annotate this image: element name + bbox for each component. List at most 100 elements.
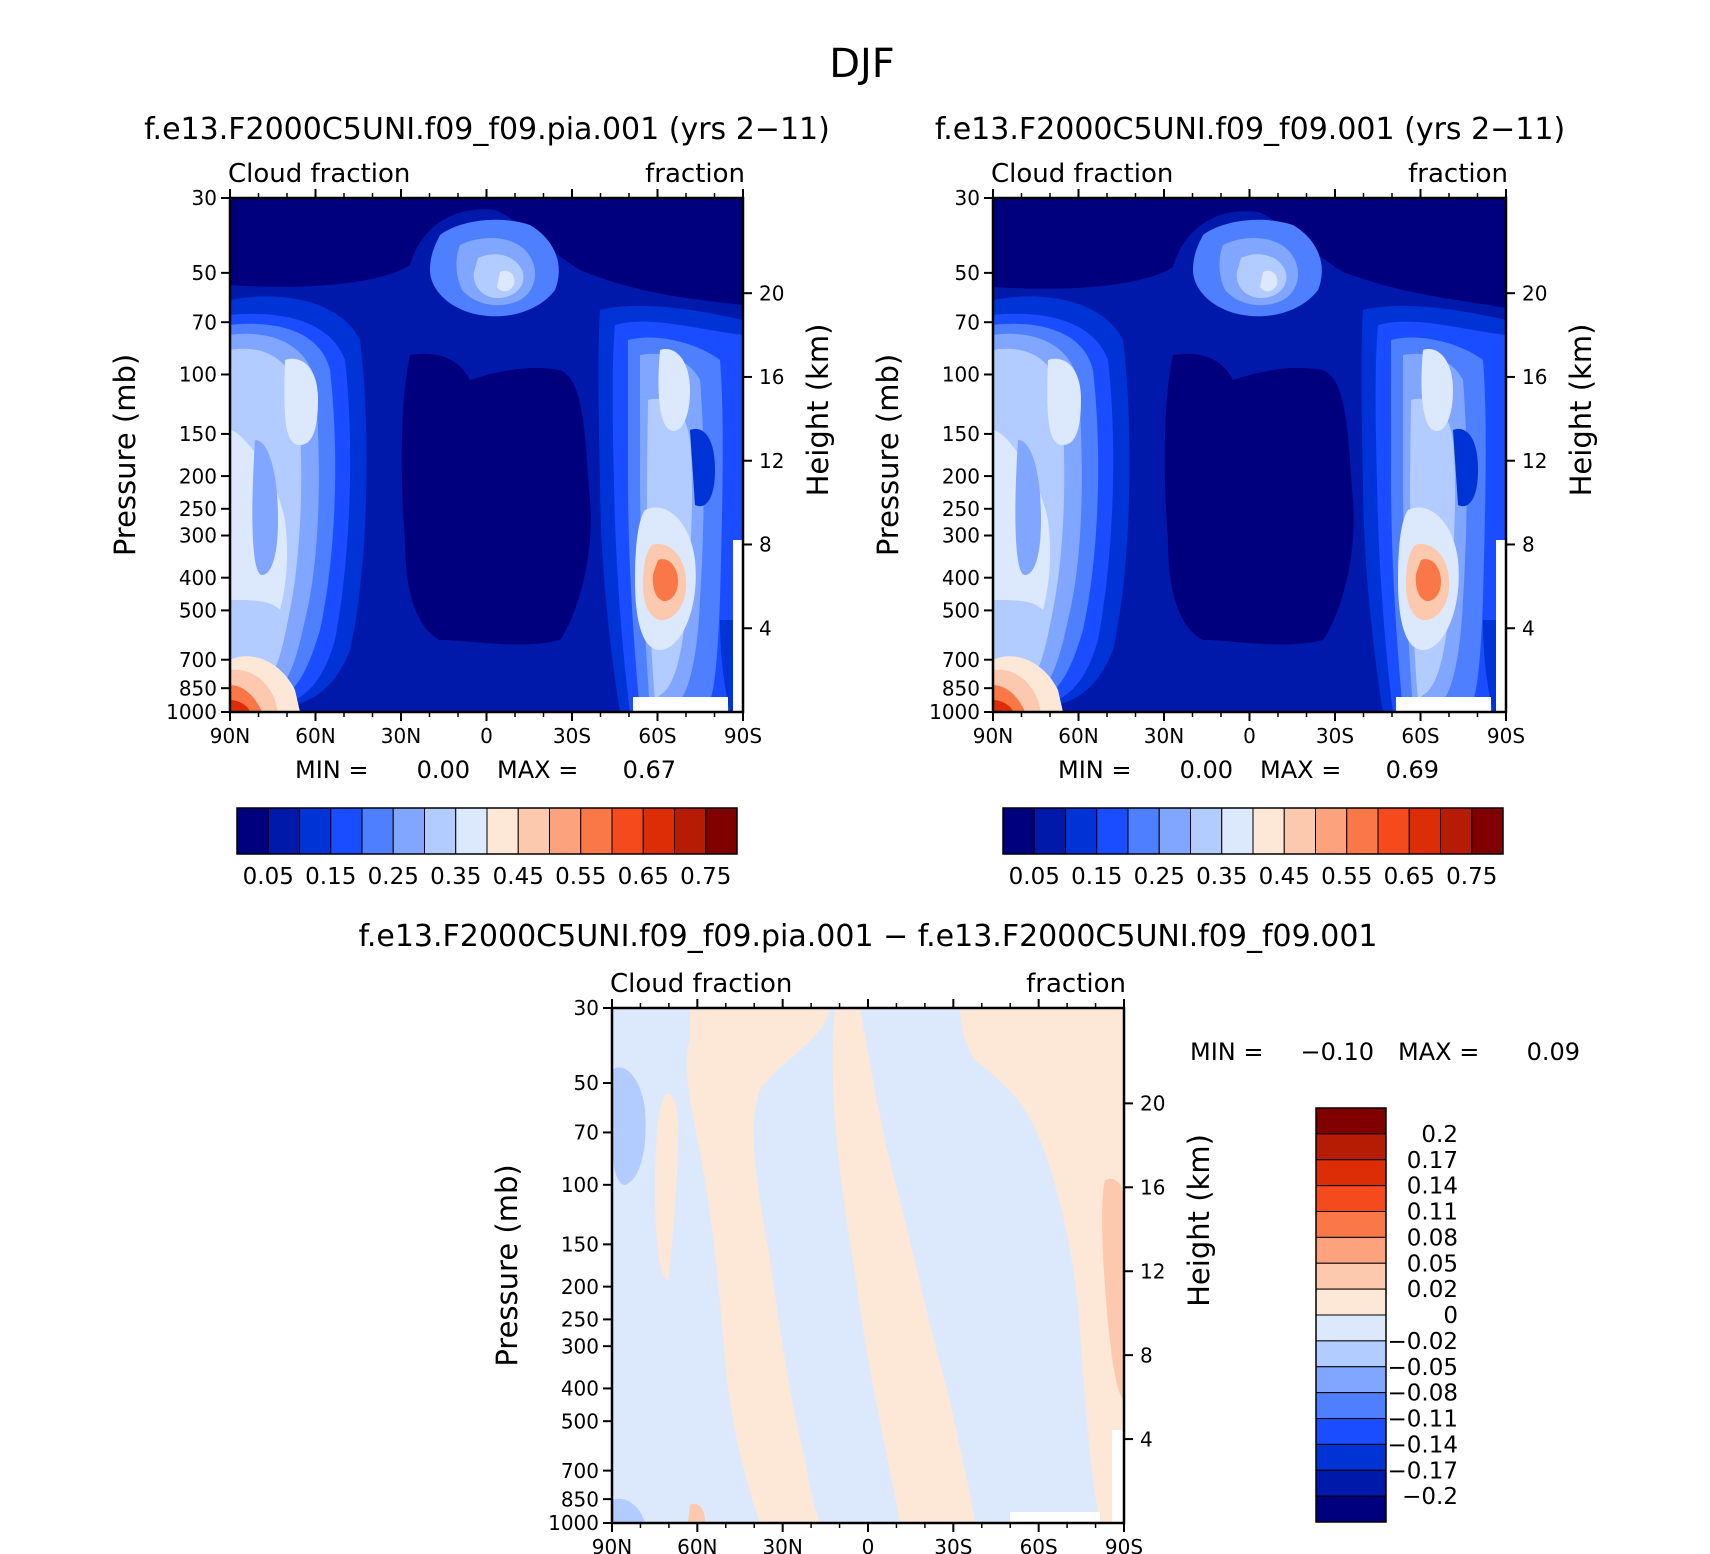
x-tick-label: 30S (1316, 724, 1354, 748)
colorbar-label: 0.05 (243, 864, 294, 890)
y-tick-label: 250 (179, 497, 217, 521)
x-tick-label: 30N (381, 724, 421, 748)
panel-model-control: f.e13.F2000C5UNI.f09_f09.001 (yrs 2−11) … (871, 112, 1598, 890)
y-tick-label: 200 (179, 464, 217, 488)
panel-b-max-value: 0.69 (1386, 756, 1439, 784)
y-right-tick-label: 12 (759, 449, 784, 473)
y-tick-label: 200 (942, 464, 980, 488)
y-tick-label: 100 (942, 363, 980, 387)
y-tick-label: 850 (561, 1487, 599, 1511)
panel-a-axes: 90N 60N 30N 0 30S 60S 90S 30 50 70 100 150 200 250 300… (108, 186, 835, 748)
colorbar-label: 0.45 (1259, 864, 1310, 890)
panel-b-max-label: MAX = (1260, 756, 1341, 784)
colorbar-box (705, 807, 738, 855)
panel-b-axes: 90N 60N 30N 0 30S 60S 90S 30 50 70 100 150 200 250 300… (871, 186, 1598, 748)
panel-c-min-value: −0.10 (1300, 1038, 1374, 1066)
colorbar-box (267, 807, 300, 855)
panel-c-max-value: 0.09 (1527, 1038, 1580, 1066)
y-tick-label: 150 (179, 422, 217, 446)
colorbar-label: −0.14 (1388, 1432, 1458, 1458)
x-tick-label: 0 (1243, 724, 1256, 748)
colorbar-outline (236, 807, 738, 855)
y-tick-label: 700 (561, 1459, 599, 1483)
panel-a-min-value: 0.00 (417, 756, 470, 784)
x-tick-label: 90N (210, 724, 250, 748)
figure-title: DJF (829, 41, 895, 87)
y-tick-label: 250 (942, 497, 980, 521)
x-tick-label: 60S (1020, 1535, 1058, 1554)
y-right-axis-title: Height (km) (1182, 1134, 1216, 1307)
colorbar-box (1315, 1288, 1387, 1316)
panel-a-colorbar: 0.05 0.15 0.25 0.35 0.45 0.55 0.65 0.75 (236, 807, 738, 890)
colorbar-box (1315, 1185, 1387, 1212)
colorbar-label: 0.14 (1407, 1174, 1458, 1200)
panel-c-title: f.e13.F2000C5UNI.f09_f09.pia.001 − f.e13… (358, 919, 1377, 954)
colorbar-box (549, 807, 582, 855)
colorbar-box (1471, 807, 1504, 855)
y-right-tick-label: 16 (1140, 1176, 1165, 1200)
colorbar-box (1315, 1443, 1387, 1471)
y-right-tick-label: 4 (1522, 616, 1535, 640)
colorbar-box (1315, 1107, 1387, 1135)
panel-b-min-value: 0.00 (1180, 756, 1233, 784)
y-tick-label: 30 (955, 186, 980, 210)
x-tick-label: 0 (480, 724, 493, 748)
x-tick-label: 0 (862, 1535, 875, 1554)
colorbar-box (1002, 807, 1035, 855)
panel-b-left-label: Cloud fraction (991, 159, 1173, 189)
y-tick-label: 30 (574, 996, 599, 1020)
colorbar-box (611, 807, 644, 855)
y-right-tick-label: 20 (1522, 281, 1547, 305)
y-right-tick-label: 16 (759, 365, 784, 389)
y-axis-title: Pressure (mb) (490, 1164, 524, 1366)
colorbar-box (424, 807, 457, 855)
y-tick-label: 1000 (929, 700, 980, 724)
panel-b-colorbar: 0.05 0.15 0.25 0.35 0.45 0.55 0.65 0.75 (1002, 807, 1504, 890)
colorbar-box (1315, 1366, 1387, 1394)
colorbar-box (486, 807, 519, 855)
colorbar-box (1158, 807, 1191, 855)
x-tick-label: 30S (553, 724, 591, 748)
panel-a-min-label: MIN = (295, 756, 368, 784)
colorbar-label: 0.65 (618, 864, 669, 890)
y-right-tick-label: 4 (759, 616, 772, 640)
x-tick-label: 90N (592, 1535, 632, 1554)
y-right-tick-label: 8 (1140, 1343, 1153, 1367)
colorbar-box (392, 807, 425, 855)
colorbar-label: 0.25 (368, 864, 419, 890)
x-tick-label: 90S (1105, 1535, 1143, 1554)
colorbar-box (1315, 1133, 1387, 1161)
colorbar-box (642, 807, 675, 855)
x-tick-label: 60N (1058, 724, 1098, 748)
colorbar-box (1096, 807, 1129, 855)
y-tick-label: 850 (942, 676, 980, 700)
colorbar-label: −0.17 (1388, 1458, 1458, 1484)
y-right-tick-label: 20 (759, 281, 784, 305)
y-tick-label: 300 (179, 524, 217, 548)
panel-a-title: f.e13.F2000C5UNI.f09_f09.pia.001 (yrs 2−… (144, 112, 830, 147)
x-tick-label: 60N (677, 1535, 717, 1554)
colorbar-outline (1315, 1107, 1387, 1523)
colorbar-box (1315, 1211, 1387, 1238)
y-tick-label: 400 (179, 566, 217, 590)
colorbar-label: 0.35 (430, 864, 481, 890)
colorbar-box (1065, 807, 1098, 855)
colorbar-box (1408, 807, 1441, 855)
y-right-tick-label: 16 (1522, 365, 1547, 389)
panel-model-pia: f.e13.F2000C5UNI.f09_f09.pia.001 (yrs 2−… (108, 112, 835, 890)
colorbar-box (1440, 807, 1473, 855)
colorbar-box (1315, 1418, 1387, 1445)
y-tick-label: 30 (192, 186, 217, 210)
panel-difference: f.e13.F2000C5UNI.f09_f09.pia.001 − f.e13… (358, 919, 1580, 1554)
x-tick-label: 90S (1487, 724, 1525, 748)
colorbar-box (1315, 1495, 1387, 1523)
colorbar-box (580, 807, 613, 855)
colorbar-label: −0.2 (1402, 1484, 1458, 1510)
y-tick-label: 500 (942, 599, 980, 623)
y-tick-label: 300 (561, 1334, 599, 1358)
colorbar-label: 0.2 (1421, 1122, 1458, 1148)
y-right-axis-title: Height (km) (801, 324, 835, 497)
y-tick-label: 300 (942, 524, 980, 548)
colorbar-box (1033, 807, 1066, 855)
y-tick-label: 700 (179, 648, 217, 672)
